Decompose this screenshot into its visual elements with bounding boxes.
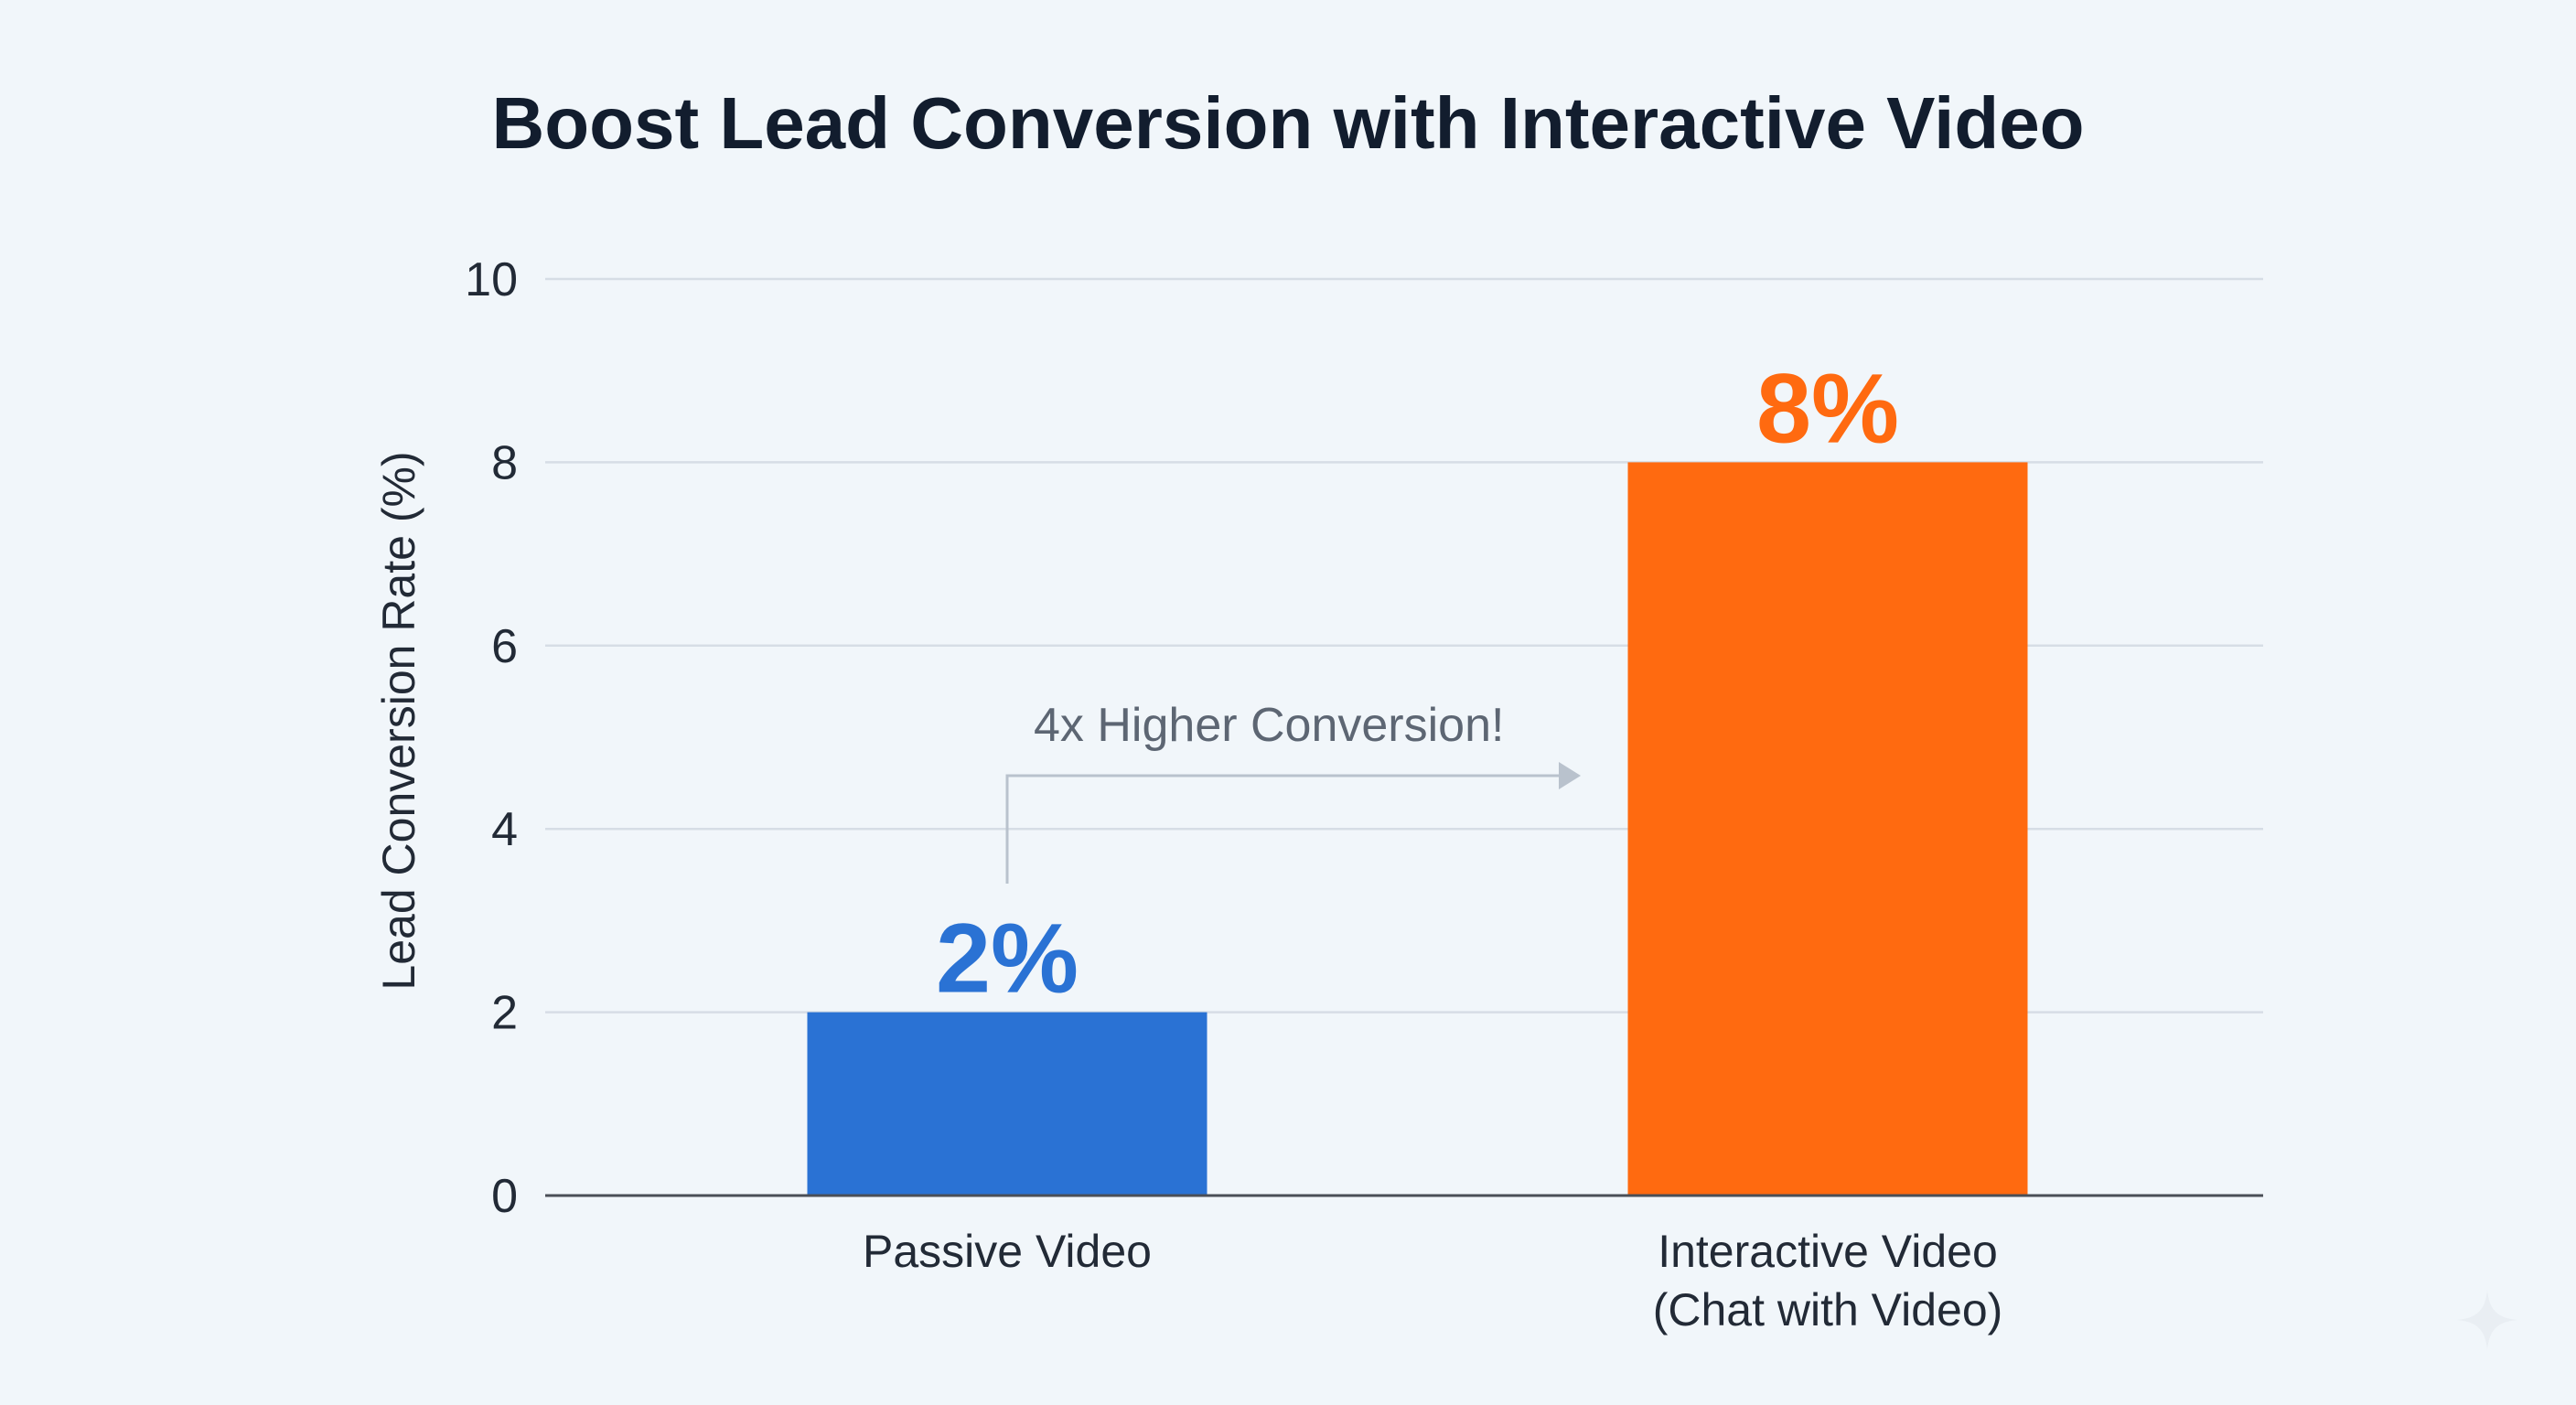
chart-title: Boost Lead Conversion with Interactive V…: [491, 82, 2084, 164]
y-tick-label: 4: [491, 803, 518, 856]
x-category-label: Passive Video: [863, 1226, 1152, 1277]
bar: [1627, 462, 2028, 1196]
y-axis-label: Lead Conversion Rate (%): [373, 451, 424, 990]
data-label: 2%: [936, 903, 1079, 1014]
annotation-text: 4x Higher Conversion!: [1034, 699, 1504, 752]
y-tick-label: 2: [491, 987, 518, 1040]
y-tick-label: 8: [491, 436, 518, 489]
y-tick-label: 0: [491, 1170, 518, 1223]
x-category-label: (Chat with Video): [1653, 1284, 2003, 1335]
bar: [807, 1012, 1208, 1196]
annotation-arrowhead: [1559, 762, 1581, 789]
annotation-arrow-line: [1005, 774, 1568, 884]
x-category-label: Interactive Video: [1658, 1226, 1998, 1277]
data-label: 8%: [1756, 352, 1899, 463]
y-tick-label: 10: [465, 253, 518, 306]
sparkle-icon: [2457, 1290, 2517, 1350]
y-tick-label: 6: [491, 620, 518, 673]
